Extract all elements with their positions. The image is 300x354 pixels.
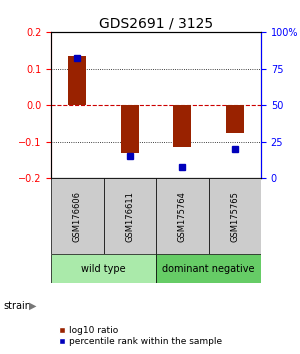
Text: GSM176611: GSM176611 (125, 191, 134, 242)
Text: strain: strain (3, 301, 31, 311)
Bar (68, 56, 86, 105)
Bar (51, 254, 156, 283)
Bar (121, 105, 139, 153)
Text: ▶: ▶ (28, 301, 36, 311)
Bar (156, 178, 208, 254)
Text: GSM175764: GSM175764 (178, 191, 187, 242)
Bar (208, 178, 261, 254)
Text: wild type: wild type (81, 263, 126, 274)
Title: GDS2691 / 3125: GDS2691 / 3125 (99, 17, 213, 31)
Bar (226, 105, 244, 133)
Bar (173, 105, 191, 147)
Bar (156, 254, 261, 283)
Text: GSM175765: GSM175765 (230, 191, 239, 242)
Legend: log10 ratio, percentile rank within the sample: log10 ratio, percentile rank within the … (56, 322, 226, 349)
Text: dominant negative: dominant negative (162, 263, 255, 274)
Bar (51, 178, 104, 254)
Text: GSM176606: GSM176606 (73, 191, 82, 242)
Bar (103, 178, 156, 254)
